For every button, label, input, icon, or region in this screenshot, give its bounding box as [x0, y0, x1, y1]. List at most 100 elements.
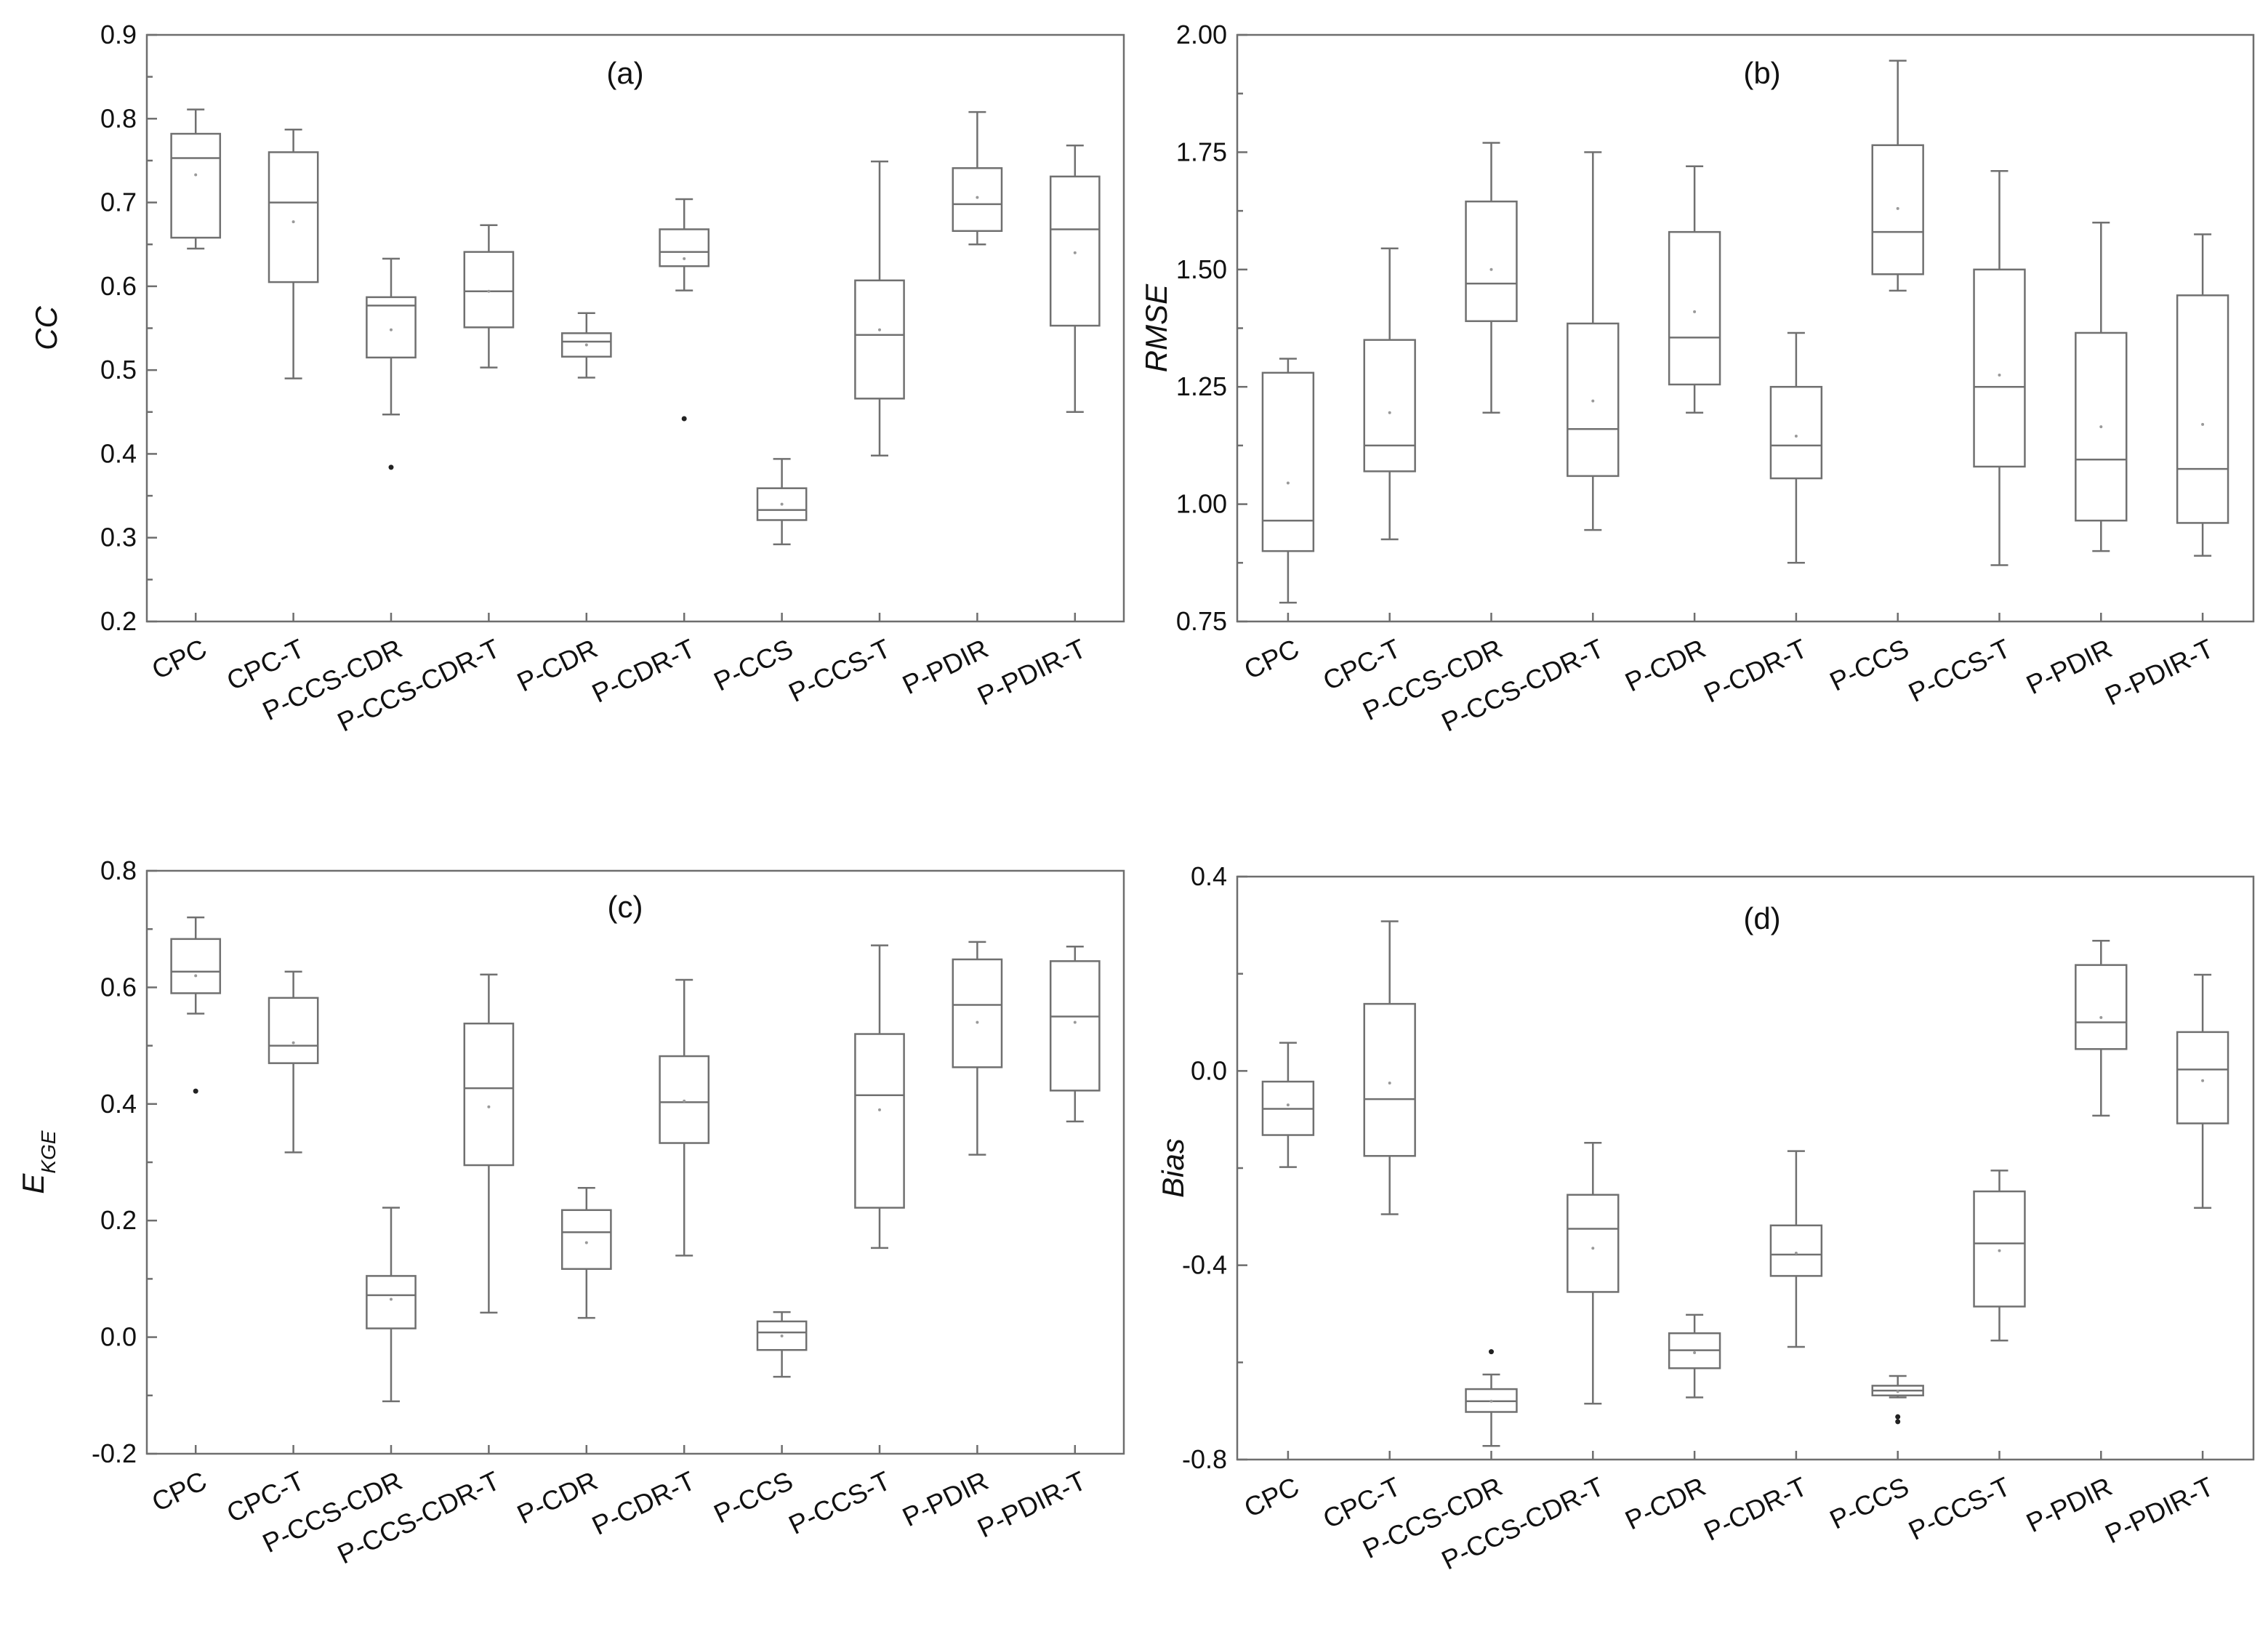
y-tick-label: 0.6: [100, 972, 137, 1002]
x-category-label: P-CCS-T: [784, 633, 896, 708]
y-axis-title: EKGE: [16, 1130, 60, 1194]
mean-marker: [1388, 1082, 1391, 1085]
outlier-point: [193, 1088, 198, 1094]
x-category-label: P-CDR: [512, 633, 602, 697]
mean-marker: [1998, 374, 2001, 377]
x-category-label: CPC: [1239, 633, 1303, 685]
panel-tag: (a): [606, 56, 643, 90]
y-tick-label: -0.2: [92, 1438, 137, 1468]
mean-marker: [194, 974, 198, 978]
x-category-label: P-PDIR: [2022, 633, 2117, 700]
mean-marker: [390, 1297, 393, 1301]
mean-marker: [194, 173, 198, 177]
y-tick-label: 0.9: [100, 20, 137, 49]
x-category-label: P-CDR: [1620, 633, 1710, 697]
box: [560, 1209, 612, 1271]
y-axis-title: RMSE: [1139, 283, 1173, 372]
box-group: [170, 108, 222, 250]
mean-marker: [1489, 267, 1493, 271]
box-group: [1049, 144, 1101, 414]
box: [366, 296, 417, 359]
panel-tag: (b): [1743, 56, 1780, 90]
box-group: [2075, 939, 2128, 1117]
box: [2075, 331, 2128, 522]
y-tick-label: 0.4: [1191, 861, 1227, 891]
box: [1973, 268, 2026, 468]
box: [952, 958, 1003, 1068]
y-tick-label: 0.0: [100, 1322, 137, 1352]
x-category-label: P-CDR-T: [587, 633, 700, 709]
x-category-label: P-PDIR-T: [2101, 633, 2219, 711]
x-category-label: P-CCS-T: [784, 1465, 896, 1540]
y-tick-label: 0.4: [100, 438, 137, 468]
box: [756, 1320, 808, 1351]
box-group: [1567, 151, 1620, 531]
box-group: [1973, 1170, 2026, 1342]
y-tick-label: 2.00: [1176, 20, 1227, 49]
mean-marker: [976, 196, 979, 199]
y-tick-label: 1.75: [1176, 137, 1227, 166]
x-category-label: P-CDR-T: [1700, 1471, 1812, 1547]
x-category-label: P-CCS: [709, 1465, 797, 1529]
box-group: [1261, 358, 1315, 604]
mean-marker: [1489, 1399, 1493, 1403]
box: [170, 132, 222, 239]
box-group: [854, 944, 905, 1249]
box: [854, 279, 905, 400]
box-group: [2075, 221, 2128, 552]
x-category-label: P-CCS-CDR-T: [333, 633, 504, 737]
box-group: [170, 916, 222, 1094]
x-category-label: CPC: [148, 633, 212, 685]
y-tick-label: 0.2: [100, 606, 137, 636]
box-group: [854, 160, 905, 456]
x-category-label: P-CDR-T: [1700, 633, 1812, 709]
box-group: [1363, 920, 1416, 1215]
outlier-point: [1489, 1349, 1494, 1355]
box: [366, 1275, 417, 1329]
y-tick-label: -0.8: [1182, 1444, 1227, 1474]
box-group: [1049, 946, 1101, 1123]
y-axis-title-subscript: KGE: [37, 1130, 60, 1173]
mean-marker: [683, 1099, 686, 1103]
mean-marker: [1073, 251, 1077, 254]
outlier-point: [1895, 1414, 1901, 1420]
box: [1769, 1224, 1823, 1277]
box: [952, 167, 1003, 233]
outlier-point: [388, 464, 394, 470]
box: [1049, 960, 1101, 1092]
box-group: [952, 110, 1003, 246]
box-group: [1871, 60, 1924, 292]
mean-marker: [1591, 1247, 1595, 1250]
mean-marker: [291, 220, 295, 224]
mean-marker: [2099, 425, 2103, 429]
box: [1871, 144, 1924, 275]
box: [463, 1022, 515, 1167]
box-group: [756, 458, 808, 546]
box: [170, 938, 222, 994]
box: [659, 228, 710, 267]
y-tick-label: 1.00: [1176, 489, 1227, 519]
box: [560, 332, 612, 358]
mean-marker: [487, 1105, 491, 1108]
box: [854, 1033, 905, 1209]
box-group: [1871, 1375, 1924, 1425]
mean-marker: [1896, 1390, 1899, 1393]
box-group: [366, 1207, 417, 1403]
mean-marker: [1998, 1249, 2001, 1252]
box-group: [952, 941, 1003, 1156]
x-category-label: P-CDR: [512, 1465, 602, 1529]
box-group: [463, 973, 515, 1314]
box-group: [560, 1187, 612, 1319]
x-category-label: P-CCS: [1825, 1471, 1913, 1534]
mean-marker: [780, 502, 784, 506]
y-tick-label: 1.50: [1176, 254, 1227, 284]
box-group: [1769, 1150, 1823, 1348]
outlier-point: [681, 416, 687, 422]
mean-marker: [584, 1241, 588, 1244]
mean-marker: [683, 257, 686, 260]
box-group: [366, 257, 417, 470]
x-category-label: P-CCS-CDR-T: [333, 1465, 504, 1569]
